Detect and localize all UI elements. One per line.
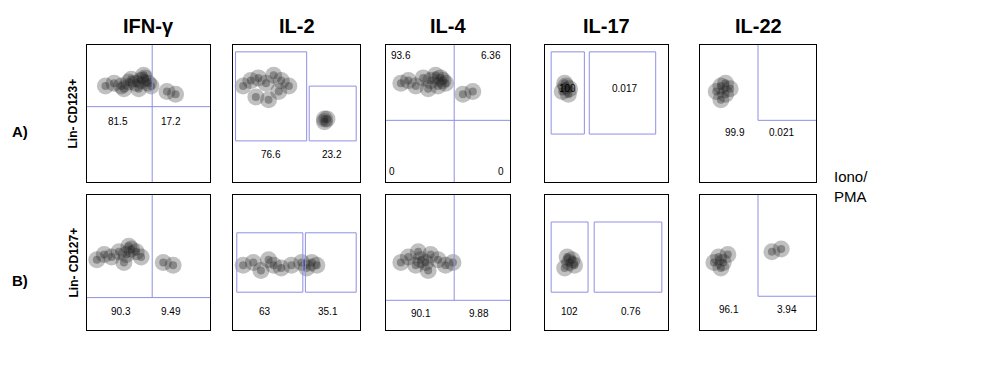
svg-text:0: 0 xyxy=(389,166,395,177)
svg-text:93.6: 93.6 xyxy=(391,50,411,61)
svg-text:99.9: 99.9 xyxy=(725,127,745,138)
svg-text:IFN-γ: IFN-γ xyxy=(123,15,174,37)
svg-text:Lin- CD127+: Lin- CD127+ xyxy=(67,228,81,298)
svg-text:76.6: 76.6 xyxy=(261,149,281,160)
svg-text:9.88: 9.88 xyxy=(469,308,489,319)
svg-text:IL-4: IL-4 xyxy=(430,15,466,37)
svg-text:B): B) xyxy=(12,272,28,289)
svg-text:IL-17: IL-17 xyxy=(583,15,630,37)
svg-text:96.1: 96.1 xyxy=(719,304,739,315)
svg-text:90.3: 90.3 xyxy=(111,306,131,317)
svg-text:0: 0 xyxy=(498,166,504,177)
svg-text:23.2: 23.2 xyxy=(322,149,342,160)
svg-text:IL-22: IL-22 xyxy=(735,15,782,37)
svg-text:6.36: 6.36 xyxy=(481,50,501,61)
svg-text:102: 102 xyxy=(561,306,578,317)
svg-text:0.017: 0.017 xyxy=(612,83,637,94)
svg-text:81.5: 81.5 xyxy=(108,116,128,127)
svg-text:0.021: 0.021 xyxy=(769,127,794,138)
svg-text:A): A) xyxy=(12,123,28,140)
svg-text:90.1: 90.1 xyxy=(411,308,431,319)
svg-text:0.76: 0.76 xyxy=(621,306,641,317)
svg-text:35.1: 35.1 xyxy=(318,306,338,317)
svg-text:IL-2: IL-2 xyxy=(279,15,315,37)
svg-text:9.49: 9.49 xyxy=(161,306,181,317)
svg-text:Lin- CD123+: Lin- CD123+ xyxy=(66,79,80,149)
svg-text:100: 100 xyxy=(559,83,576,94)
svg-text:17.2: 17.2 xyxy=(161,116,181,127)
svg-text:3.94: 3.94 xyxy=(777,304,797,315)
svg-text:63: 63 xyxy=(259,306,271,317)
svg-text:Iono/PMA: Iono/PMA xyxy=(834,168,868,205)
